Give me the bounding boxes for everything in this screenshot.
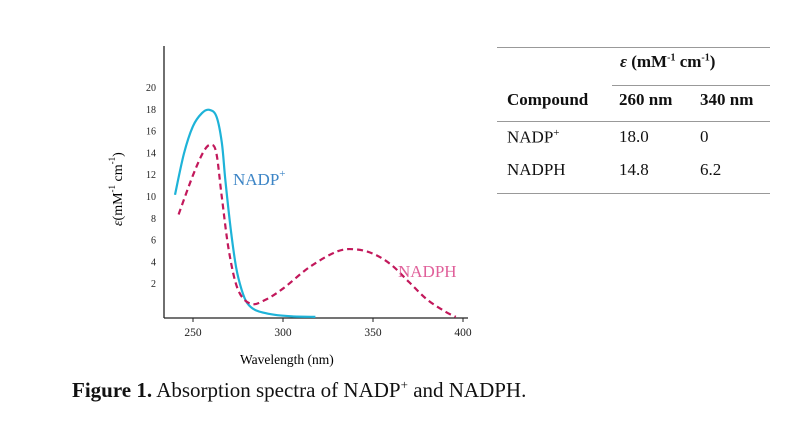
y-tick-label: 20 xyxy=(146,83,156,94)
row-nadp-260: 18.0 xyxy=(619,127,649,146)
y-tick-label: 4 xyxy=(151,257,156,268)
nadph-series-label: NADPH xyxy=(398,262,457,281)
table-bottom-rule xyxy=(497,193,770,194)
x-tick-label: 300 xyxy=(274,327,292,339)
y-tick-label: 14 xyxy=(146,148,156,159)
col-header-compound: Compound xyxy=(507,90,589,109)
y-tick-label: 18 xyxy=(146,105,156,116)
y-tick-label: 8 xyxy=(151,214,156,225)
series-line-nadph xyxy=(177,143,457,318)
x-tick-label: 400 xyxy=(454,327,472,339)
row-nadph-compound: NADPH xyxy=(507,160,566,179)
y-tick-label: 16 xyxy=(146,127,156,138)
series-line-nadp-plus xyxy=(173,108,316,318)
header-rule xyxy=(497,121,770,122)
y-axis-label: ε(mM-1 cm-1) xyxy=(107,152,126,226)
table-top-rule xyxy=(497,47,770,48)
row-nadph-260: 14.8 xyxy=(619,160,649,179)
group-header: ε (mM-1 cm-1) xyxy=(620,52,716,71)
x-axis-label: Wavelength (nm) xyxy=(240,352,334,367)
x-tick-label: 250 xyxy=(184,327,202,339)
row-nadp-340: 0 xyxy=(700,127,709,146)
y-tick-label: 2 xyxy=(151,279,156,290)
y-tick-label: 10 xyxy=(146,192,156,203)
col-header-340: 340 nm xyxy=(700,90,754,109)
group-rule xyxy=(612,85,770,86)
x-tick-label: 350 xyxy=(364,327,382,339)
row-nadp-compound: NADP+ xyxy=(507,127,560,147)
svg-text:ε(mM-1 cm-1): ε(mM-1 cm-1) xyxy=(107,152,126,226)
row-nadph-340: 6.2 xyxy=(700,160,722,179)
y-tick-label: 6 xyxy=(151,236,156,247)
y-tick-label: 12 xyxy=(146,170,156,181)
col-header-260: 260 nm xyxy=(619,90,673,109)
figure-caption: Figure 1. Absorption spectra of NADP+ an… xyxy=(72,377,527,402)
nadp-series-label: NADP+ xyxy=(233,168,286,189)
